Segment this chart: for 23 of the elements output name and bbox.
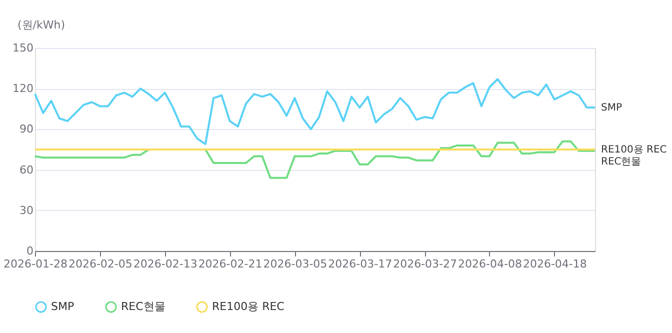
x-tick-label: 2026-02-21 xyxy=(198,258,262,270)
y-tick-label: 60 xyxy=(20,163,34,176)
legend-label: REC현물 xyxy=(121,300,166,313)
legend-label: SMP xyxy=(51,300,74,313)
x-tick-label: 2026-01-28 xyxy=(4,258,68,270)
x-tick-label: 2026-03-05 xyxy=(263,258,328,270)
y-tick-label: 150 xyxy=(12,42,34,54)
y-tick-label: 120 xyxy=(12,82,34,96)
x-tick-label: 2026-03-17 xyxy=(328,258,392,270)
y-tick-label: 90 xyxy=(20,122,34,136)
y-tick-label: 30 xyxy=(20,204,34,217)
x-tick-label: 2026-04-08 xyxy=(458,258,522,270)
legend-label: RE100용 REC xyxy=(212,300,285,313)
line-series xyxy=(34,78,596,146)
y-axis-title: (원/kWh) xyxy=(18,18,66,32)
text: REC현물 xyxy=(601,156,642,168)
x-tick-label: 2026-04-18 xyxy=(522,258,587,270)
x-tick-label: 2026-02-05 xyxy=(68,258,132,270)
x-tick-label: 2026-03-27 xyxy=(393,258,458,270)
text: RE100용 REC xyxy=(601,144,667,156)
y-tick-label: 0 xyxy=(26,244,34,258)
x-tick-label: 2026-02-13 xyxy=(133,258,198,270)
text: SMP xyxy=(601,102,622,114)
